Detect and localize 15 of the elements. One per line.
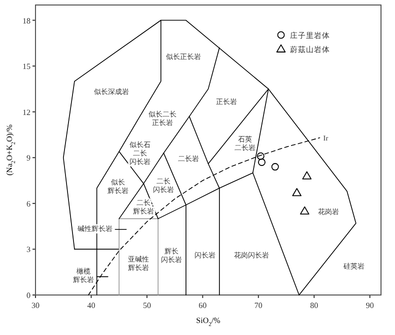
x-tick-label: 90 [366,301,374,310]
x-axis-title: SiO$_{2}$/% [196,316,221,328]
x-tick-label: 60 [198,301,207,310]
y-tick-label: 15 [22,62,30,72]
x-tick-label: 30 [32,301,40,310]
y-tick-label: 9 [26,154,30,163]
x-tick-label: 50 [142,301,151,310]
y-tick-label: 3 [26,245,30,254]
y-tick-label: 12 [22,108,30,117]
x-tick-label: 40 [87,301,96,310]
x-tick-label: 70 [254,301,262,310]
y-tick-label: 6 [26,199,30,208]
x-tick-label: 80 [310,301,318,310]
y-tick-label: 0 [26,291,30,300]
y-tick-label: 18 [22,16,30,26]
